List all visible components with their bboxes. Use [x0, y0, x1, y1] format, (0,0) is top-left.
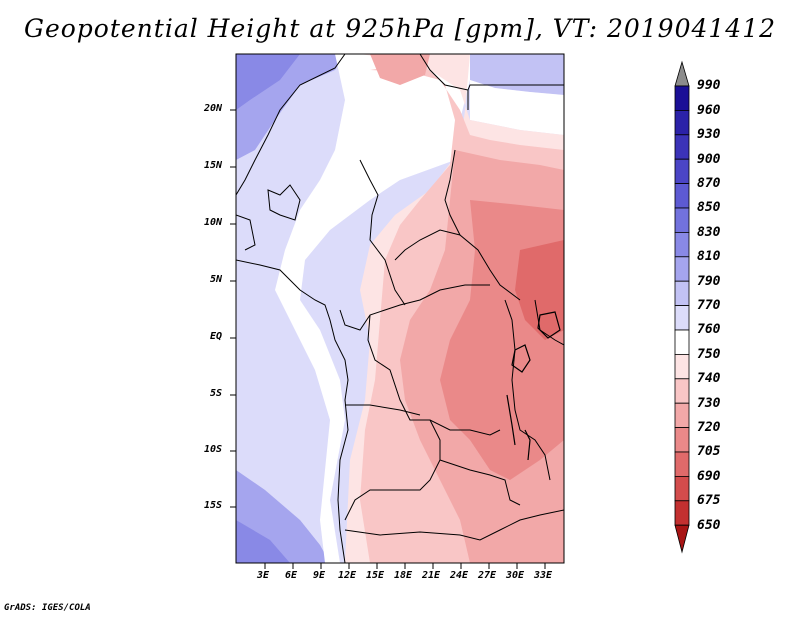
colorbar-label: 770 [697, 298, 721, 313]
lakes [506, 311, 561, 461]
colorbar-label: 900 [697, 152, 721, 167]
colorbar-label: 750 [697, 347, 721, 362]
lon-ticks [264, 563, 546, 569]
colorbar-swatch [674, 451, 690, 477]
colorbar-swatch [674, 280, 690, 307]
colorbar-label: 705 [697, 444, 721, 459]
colorbar-top-arrow [674, 60, 690, 87]
colorbar-swatch [674, 402, 690, 429]
map-frame [235, 53, 565, 564]
lon-label: 15E [366, 570, 385, 581]
height-field [236, 54, 564, 563]
grads-credit: GrADS: IGES/COLA [4, 603, 91, 613]
colorbar-swatch [674, 207, 690, 233]
colorbar-swatch [674, 475, 690, 502]
colorbar-label: 675 [697, 493, 721, 508]
colorbar [674, 60, 690, 554]
lat-label: 20N [204, 103, 223, 114]
colorbar-swatch [674, 500, 690, 526]
colorbar-label: 650 [697, 518, 721, 533]
lon-label: 21E [422, 570, 441, 581]
lat-label: 15N [204, 160, 223, 171]
colorbar-label: 930 [697, 127, 721, 142]
lon-label: 30E [506, 570, 525, 581]
lat-label: 5S [210, 388, 223, 399]
lon-label: 9E [313, 570, 326, 581]
colorbar-swatch [674, 158, 690, 184]
colorbar-swatch [674, 110, 690, 136]
colorbar-label: 850 [697, 200, 721, 215]
lon-label: 27E [478, 570, 497, 581]
colorbar-label: 830 [697, 225, 721, 240]
map-title: Geopotential Height at 925hPa [gpm], VT:… [23, 14, 777, 43]
colorbar-label: 740 [697, 371, 721, 386]
colorbar-swatch [674, 353, 690, 380]
colorbar-label: 720 [697, 420, 721, 435]
colorbar-label: 810 [697, 249, 721, 264]
colorbar-label: 990 [697, 78, 721, 93]
colorbar-label: 760 [697, 322, 721, 337]
lon-label: 33E [534, 570, 553, 581]
colorbar-swatch [674, 183, 690, 209]
colorbar-label: 690 [697, 469, 721, 484]
lon-label: 6E [285, 570, 298, 581]
colorbar-label: 730 [697, 396, 721, 411]
colorbar-label: 790 [697, 274, 721, 289]
lon-label: 12E [338, 570, 357, 581]
lon-label: 3E [257, 570, 270, 581]
colorbar-bottom-arrow [674, 524, 690, 554]
colorbar-swatch [674, 329, 690, 355]
lat-label: 5N [210, 274, 223, 285]
colorbar-swatch [674, 134, 690, 160]
colorbar-swatch [674, 231, 690, 258]
country-borders [236, 54, 564, 563]
lon-label: 24E [450, 570, 469, 581]
colorbar-swatch [674, 427, 690, 453]
colorbar-swatch [674, 305, 690, 331]
colorbar-swatch [674, 378, 690, 404]
lat-ticks [230, 109, 236, 508]
lat-label: 10N [204, 217, 223, 228]
lon-label: 18E [394, 570, 413, 581]
colorbar-swatch [674, 256, 690, 282]
lat-label: EQ [210, 331, 223, 342]
colorbar-label: 870 [697, 176, 721, 191]
lat-label: 10S [204, 444, 223, 455]
colorbar-swatch [674, 85, 690, 111]
lat-label: 15S [204, 500, 223, 511]
colorbar-label: 960 [697, 103, 721, 118]
